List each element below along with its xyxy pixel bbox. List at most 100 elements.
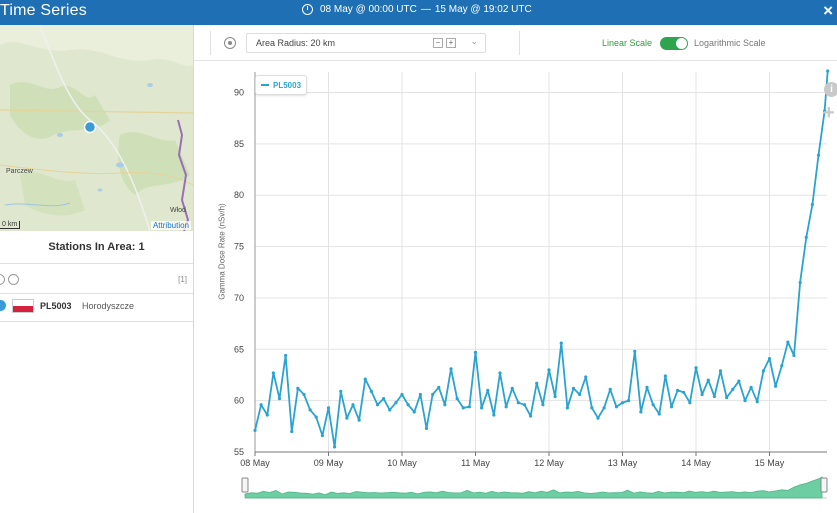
data-point[interactable] xyxy=(694,366,698,370)
data-point[interactable] xyxy=(743,399,747,403)
add-icon[interactable]: + xyxy=(823,102,835,124)
data-point[interactable] xyxy=(608,387,612,391)
data-point[interactable] xyxy=(449,367,453,371)
data-point[interactable] xyxy=(731,387,735,391)
data-point[interactable] xyxy=(467,405,471,409)
map-attribution-link[interactable]: Attribution xyxy=(150,221,191,230)
area-map[interactable]: Parczew Włod 0 km Attribution xyxy=(0,25,193,231)
data-point[interactable] xyxy=(333,445,337,449)
data-point[interactable] xyxy=(810,202,814,207)
data-point[interactable] xyxy=(431,392,435,397)
data-point[interactable] xyxy=(645,385,649,389)
data-point[interactable] xyxy=(516,401,520,405)
data-point[interactable] xyxy=(639,410,643,414)
data-point[interactable] xyxy=(712,394,716,399)
data-point[interactable] xyxy=(394,401,398,405)
data-point[interactable] xyxy=(265,413,269,417)
data-point[interactable] xyxy=(351,403,355,407)
data-point[interactable] xyxy=(424,426,429,430)
radius-increase-button[interactable]: + xyxy=(446,38,456,48)
data-point[interactable] xyxy=(541,403,545,407)
data-point[interactable] xyxy=(706,378,710,382)
data-point[interactable] xyxy=(620,401,625,405)
data-point[interactable] xyxy=(761,369,765,373)
data-point[interactable] xyxy=(798,280,802,285)
data-point[interactable] xyxy=(663,374,667,378)
data-point[interactable] xyxy=(345,416,349,420)
chart-legend[interactable]: PL5003 xyxy=(255,75,308,95)
locate-target-icon[interactable] xyxy=(224,37,236,49)
data-point[interactable] xyxy=(584,375,588,379)
data-point[interactable] xyxy=(492,413,496,417)
data-point[interactable] xyxy=(461,406,465,410)
data-point[interactable] xyxy=(669,405,674,409)
data-point[interactable] xyxy=(504,405,508,409)
data-point[interactable] xyxy=(259,403,263,407)
data-point[interactable] xyxy=(682,390,686,395)
data-point[interactable] xyxy=(271,371,275,375)
data-point[interactable] xyxy=(400,392,404,397)
data-point[interactable] xyxy=(786,340,790,344)
data-point[interactable] xyxy=(676,388,680,392)
select-all-radio[interactable] xyxy=(8,274,19,285)
data-point[interactable] xyxy=(816,153,821,157)
select-radio-partial[interactable] xyxy=(0,274,5,285)
chevron-down-icon[interactable]: ⌄ xyxy=(470,36,478,46)
data-point[interactable] xyxy=(553,394,557,399)
data-point[interactable] xyxy=(486,388,490,392)
close-icon[interactable]: × xyxy=(823,1,833,20)
data-point[interactable] xyxy=(522,403,527,407)
data-point[interactable] xyxy=(688,401,692,405)
data-point[interactable] xyxy=(314,415,318,419)
data-point[interactable] xyxy=(529,414,533,418)
data-point[interactable] xyxy=(559,341,563,345)
data-point[interactable] xyxy=(455,396,459,401)
data-point[interactable] xyxy=(363,377,367,381)
data-point[interactable] xyxy=(823,109,827,113)
data-point[interactable] xyxy=(614,405,618,409)
data-point[interactable] xyxy=(253,428,257,433)
data-point[interactable] xyxy=(277,396,282,401)
data-point[interactable] xyxy=(633,349,637,353)
data-point[interactable] xyxy=(388,408,392,412)
data-point[interactable] xyxy=(437,385,441,389)
data-point[interactable] xyxy=(774,384,778,388)
data-point[interactable] xyxy=(418,392,422,397)
data-point[interactable] xyxy=(412,410,416,414)
data-point[interactable] xyxy=(767,356,772,361)
data-point[interactable] xyxy=(498,371,502,375)
data-point[interactable] xyxy=(602,406,606,410)
data-point[interactable] xyxy=(326,406,331,410)
data-point[interactable] xyxy=(651,403,655,407)
data-point[interactable] xyxy=(535,381,539,385)
data-point[interactable] xyxy=(590,406,594,410)
data-point[interactable] xyxy=(284,353,288,358)
log-scale-label[interactable]: Logarithmic Scale xyxy=(694,38,766,48)
navigator-handle[interactable] xyxy=(820,477,828,493)
data-point[interactable] xyxy=(596,416,600,420)
data-point[interactable] xyxy=(725,395,729,400)
data-point[interactable] xyxy=(627,399,631,403)
data-point[interactable] xyxy=(443,403,447,407)
data-point[interactable] xyxy=(749,385,753,389)
data-point[interactable] xyxy=(547,368,551,372)
radius-decrease-button[interactable]: − xyxy=(433,38,443,48)
scale-toggle[interactable] xyxy=(660,37,688,50)
station-select-radio[interactable] xyxy=(0,300,6,311)
data-point[interactable] xyxy=(308,408,312,412)
data-point[interactable] xyxy=(480,406,484,410)
data-point[interactable] xyxy=(375,403,380,407)
data-point[interactable] xyxy=(320,433,324,438)
data-point[interactable] xyxy=(406,403,410,407)
linear-scale-label[interactable]: Linear Scale xyxy=(602,38,653,48)
data-point[interactable] xyxy=(718,369,723,373)
info-icon[interactable]: i xyxy=(824,82,837,97)
data-point[interactable] xyxy=(357,418,361,422)
data-point[interactable] xyxy=(826,69,830,73)
data-point[interactable] xyxy=(339,389,343,394)
navigator-handle[interactable] xyxy=(241,477,249,493)
station-list-item[interactable]: PL5003 Horodyszcze xyxy=(0,295,193,321)
data-point[interactable] xyxy=(369,389,373,394)
data-point[interactable] xyxy=(755,400,759,404)
data-point[interactable] xyxy=(473,350,478,354)
